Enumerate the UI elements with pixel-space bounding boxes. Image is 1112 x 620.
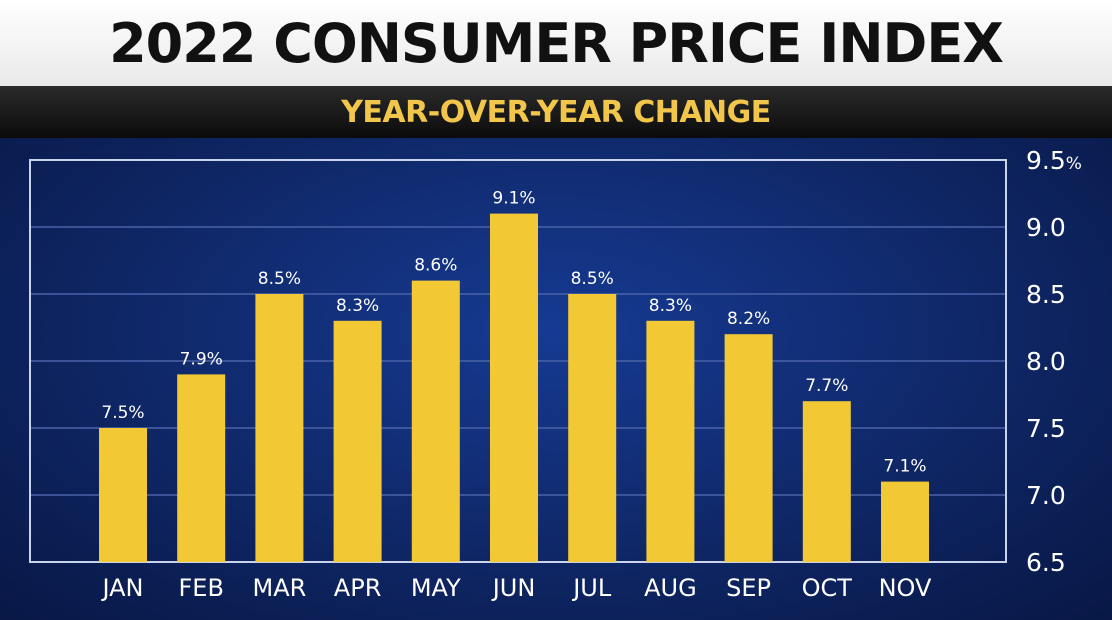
data-label: 8.5% (571, 269, 614, 289)
data-label: 8.2% (727, 309, 770, 329)
bar (802, 401, 851, 562)
data-label: 8.5% (258, 269, 301, 289)
bar (724, 334, 773, 562)
x-tick-label: APR (334, 574, 382, 602)
x-tick-label: AUG (644, 574, 697, 602)
bar-chart: 9.5% 9.0 8.5 8.0 7.5 7.0 6.5 7.5% JAN 7.9% FEB 8.5%… (29, 146, 1082, 602)
bar (646, 320, 695, 562)
data-label: 7.1% (883, 457, 926, 477)
chart-area: 9.5% 9.0 8.5 8.0 7.5 7.0 6.5 7.5% JAN 7.9% FEB 8.5%… (0, 138, 1112, 620)
bar (411, 280, 460, 562)
bar (99, 428, 147, 562)
y-tick-label: 6.5 (1026, 548, 1066, 577)
x-tick-label: MAR (252, 574, 306, 602)
y-tick-unit: % (1066, 154, 1082, 174)
x-tick-label: OCT (802, 574, 853, 602)
y-tick-label: 7.0 (1026, 481, 1066, 510)
x-tick-label: NOV (879, 574, 932, 602)
data-label: 8.3% (336, 296, 379, 316)
x-tick-label: FEB (178, 574, 223, 602)
data-label: 9.1% (492, 189, 535, 209)
bar (490, 213, 538, 562)
bar (255, 294, 304, 562)
data-label: 8.3% (649, 296, 692, 316)
bar (333, 320, 382, 562)
data-label: 7.7% (805, 376, 848, 396)
bar (568, 294, 617, 562)
y-tick-label: 9.5% (1026, 146, 1082, 175)
chart-subtitle: YEAR-OVER-YEAR CHANGE (341, 94, 771, 130)
x-tick-label: JUL (571, 574, 612, 602)
chart-title: 2022 CONSUMER PRICE INDEX (109, 11, 1004, 75)
y-tick-label: 9.0 (1026, 213, 1066, 242)
title-band: 2022 CONSUMER PRICE INDEX (0, 0, 1112, 86)
x-tick-label: JAN (100, 574, 143, 602)
x-tick-label: JUN (491, 574, 536, 602)
y-tick-label: 8.0 (1026, 347, 1066, 376)
y-tick-label: 7.5 (1026, 414, 1066, 443)
subtitle-band: YEAR-OVER-YEAR CHANGE (0, 86, 1112, 138)
data-label: 7.5% (101, 403, 144, 423)
bar (881, 481, 929, 562)
bar (177, 374, 226, 562)
y-tick-label: 8.5 (1026, 280, 1066, 309)
data-label: 8.6% (414, 256, 457, 276)
data-label: 7.9% (180, 349, 223, 369)
x-tick-label: MAY (411, 574, 461, 602)
x-tick-label: SEP (726, 574, 771, 602)
